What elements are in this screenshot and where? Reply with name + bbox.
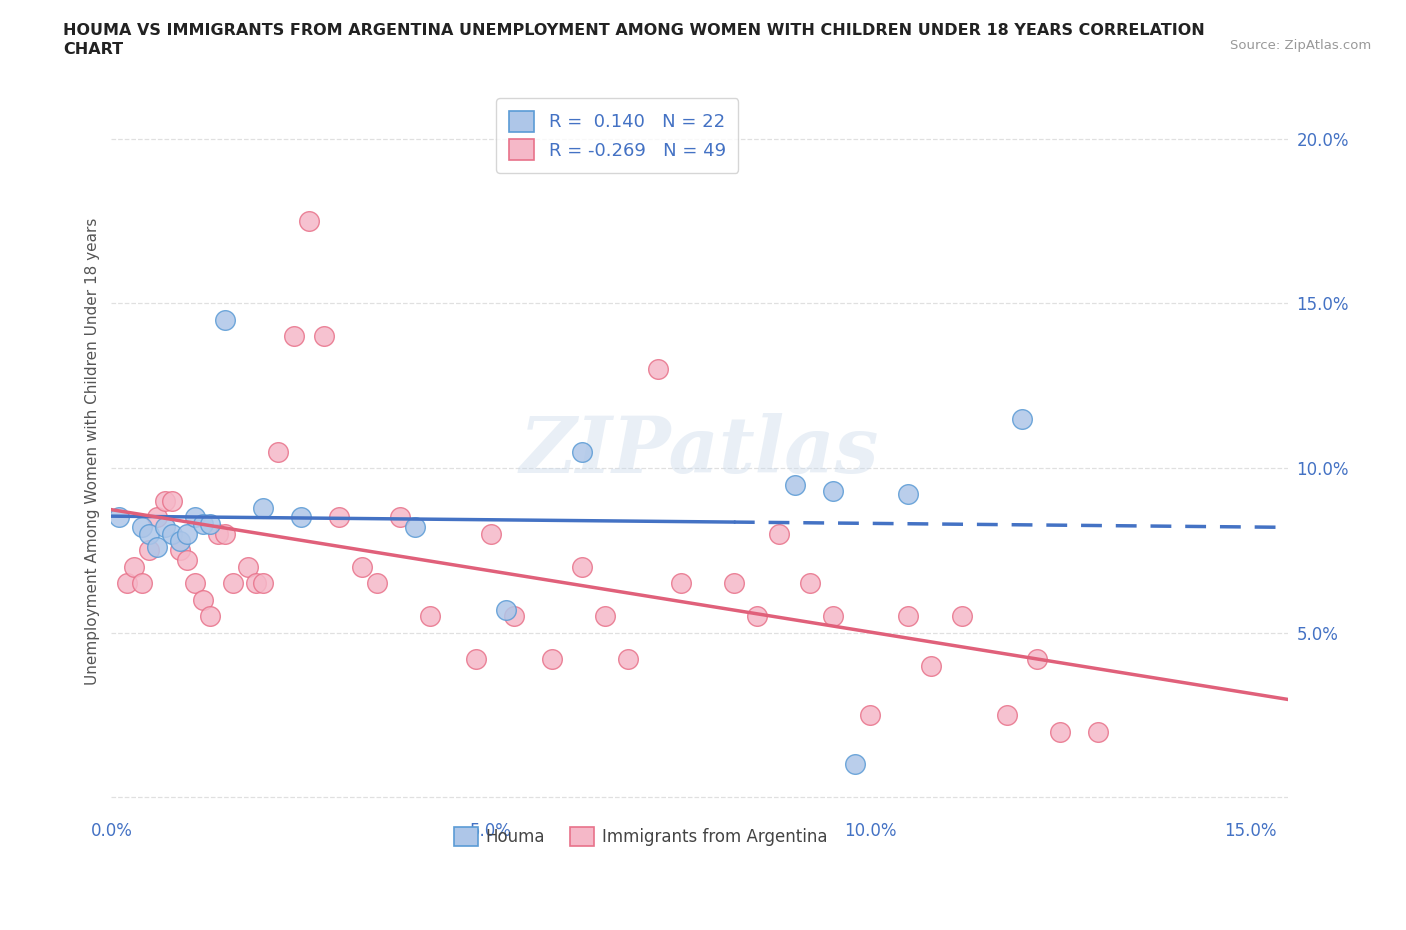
Point (252, 576, 274, 591)
Point (844, 757, 866, 772)
Point (350, 560, 373, 575)
Text: ZIPatlas: ZIPatlas (520, 413, 879, 490)
Point (138, 526, 160, 541)
Point (995, 708, 1018, 723)
Point (115, 576, 138, 591)
Point (153, 520, 176, 535)
Point (222, 576, 245, 591)
Point (479, 526, 502, 541)
Text: CHART: CHART (63, 42, 124, 57)
Point (464, 652, 486, 667)
Point (184, 510, 207, 525)
Point (146, 510, 169, 525)
Point (236, 560, 259, 575)
Point (404, 520, 426, 535)
Point (388, 510, 411, 525)
Point (897, 609, 920, 624)
Point (768, 526, 790, 541)
Point (176, 526, 198, 541)
Point (312, 329, 335, 344)
Legend: Houma, Immigrants from Argentina: Houma, Immigrants from Argentina (441, 814, 841, 860)
Point (616, 652, 638, 667)
Point (799, 576, 821, 591)
Point (207, 526, 229, 541)
Point (283, 329, 305, 344)
Point (214, 526, 236, 541)
Point (1087, 724, 1109, 739)
Point (131, 576, 153, 591)
Point (214, 312, 236, 327)
Point (669, 576, 692, 591)
Point (290, 510, 312, 525)
Point (153, 494, 176, 509)
Point (198, 517, 221, 532)
Point (1011, 411, 1033, 426)
Point (821, 609, 844, 624)
Point (419, 609, 441, 624)
Point (783, 477, 806, 492)
Point (298, 214, 321, 229)
Point (176, 552, 198, 567)
Point (146, 539, 169, 554)
Point (647, 362, 669, 377)
Y-axis label: Unemployment Among Women with Children Under 18 years: Unemployment Among Women with Children U… (86, 218, 100, 685)
Point (495, 603, 517, 618)
Point (859, 708, 882, 723)
Point (745, 609, 768, 624)
Point (191, 592, 214, 607)
Point (169, 533, 191, 548)
Point (245, 576, 267, 591)
Point (502, 609, 524, 624)
Point (138, 543, 160, 558)
Point (122, 560, 145, 575)
Point (160, 526, 183, 541)
Point (184, 576, 207, 591)
Point (160, 494, 183, 509)
Point (897, 487, 920, 502)
Text: Source: ZipAtlas.com: Source: ZipAtlas.com (1230, 39, 1371, 52)
Point (1049, 724, 1071, 739)
Point (920, 658, 942, 673)
Point (540, 652, 562, 667)
Point (571, 560, 593, 575)
Point (169, 543, 191, 558)
Point (1026, 652, 1049, 667)
Point (821, 484, 844, 498)
Point (571, 445, 593, 459)
Point (252, 500, 274, 515)
Point (723, 576, 745, 591)
Point (191, 517, 214, 532)
Point (267, 445, 290, 459)
Point (131, 520, 153, 535)
Text: HOUMA VS IMMIGRANTS FROM ARGENTINA UNEMPLOYMENT AMONG WOMEN WITH CHILDREN UNDER : HOUMA VS IMMIGRANTS FROM ARGENTINA UNEMP… (63, 23, 1205, 38)
Point (366, 576, 388, 591)
Point (950, 609, 973, 624)
Point (593, 609, 616, 624)
Point (108, 510, 131, 525)
Point (328, 510, 350, 525)
Point (198, 609, 221, 624)
